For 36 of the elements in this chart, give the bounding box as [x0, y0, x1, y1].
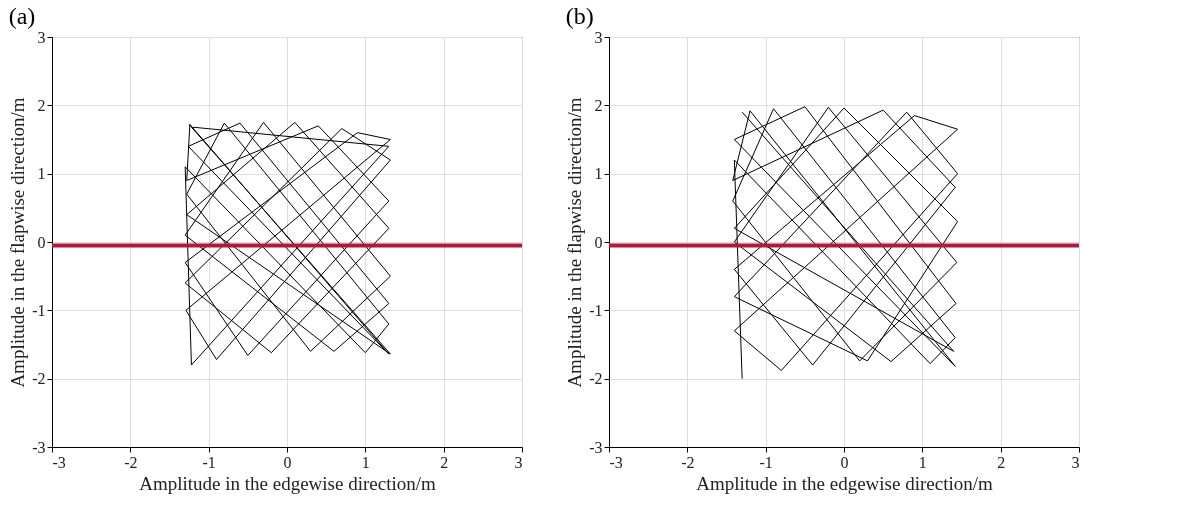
- x-tick-label: -1: [202, 453, 216, 471]
- x-axis-title: Amplitude in the edgewise direction/m: [696, 472, 993, 494]
- x-tick-label: 2: [440, 453, 449, 471]
- y-axis-title: Amplitude in the flapwise direction/m: [564, 97, 586, 388]
- y-tick-label: -3: [32, 438, 46, 456]
- x-axis-title: Amplitude in the edgewise direction/m: [139, 472, 436, 494]
- chart-title: (a): [8, 3, 36, 29]
- y-tick-label: -1: [32, 301, 46, 319]
- y-tick-label: 3: [594, 28, 603, 46]
- y-tick-label: -3: [589, 438, 603, 456]
- y-tick-label: -2: [589, 370, 603, 388]
- y-tick-label: 2: [594, 96, 603, 114]
- x-tick-label: 3: [1071, 453, 1080, 471]
- y-tick-label: 0: [37, 233, 46, 251]
- y-tick-label: 3: [37, 28, 46, 46]
- y-tick-label: -2: [32, 370, 46, 388]
- x-tick-label: -2: [124, 453, 138, 471]
- line-series: [184, 121, 391, 366]
- x-tick-label: 3: [514, 453, 523, 471]
- y-tick-label: 1: [37, 165, 46, 183]
- x-tick-label: -3: [609, 453, 623, 471]
- chart-title: (b): [565, 3, 594, 29]
- x-tick-label: 1: [918, 453, 927, 471]
- y-axis-title: Amplitude in the flapwise direction/m: [7, 97, 29, 388]
- x-tick-label: -3: [52, 453, 66, 471]
- x-tick-label: 2: [997, 453, 1006, 471]
- y-tick-label: 1: [594, 165, 603, 183]
- y-tick-label: 2: [37, 96, 46, 114]
- y-tick-label: -1: [589, 301, 603, 319]
- x-tick-label: -1: [759, 453, 773, 471]
- x-tick-label: 0: [840, 453, 849, 471]
- line-series: [732, 106, 959, 380]
- x-tick-label: -2: [681, 453, 695, 471]
- y-tick-label: 0: [594, 233, 603, 251]
- x-tick-label: 1: [361, 453, 370, 471]
- x-tick-label: 0: [283, 453, 292, 471]
